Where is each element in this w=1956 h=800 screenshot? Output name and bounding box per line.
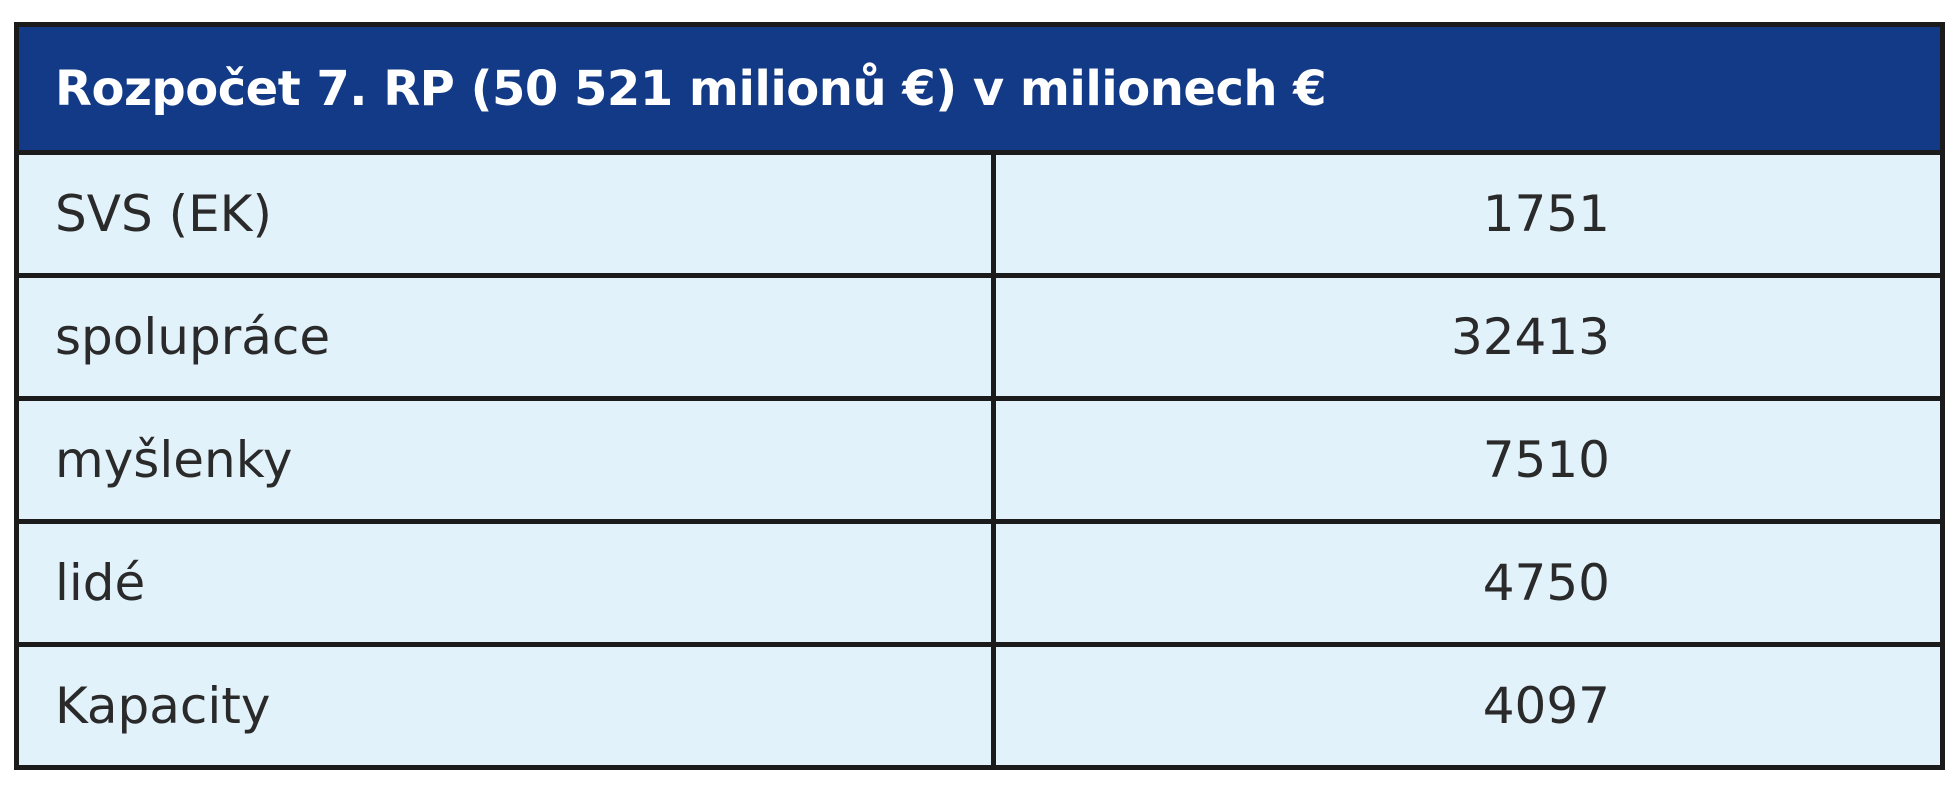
- row-label: lidé: [16, 519, 996, 645]
- row-value: 4097: [993, 642, 1943, 768]
- table-row: Kapacity 4097: [16, 642, 1943, 768]
- row-value: 1751: [993, 152, 1943, 276]
- row-label: Kapacity: [16, 642, 996, 768]
- row-label: SVS (EK): [16, 152, 996, 276]
- table-row: SVS (EK) 1751: [16, 152, 1943, 276]
- table-header: Rozpočet 7. RP (50 521 milionů €) v mili…: [16, 24, 1943, 155]
- table-row: myšlenky 7510: [16, 396, 1943, 522]
- row-value: 32413: [993, 273, 1943, 399]
- row-label: spolupráce: [16, 273, 996, 399]
- table-header-row: Rozpočet 7. RP (50 521 milionů €) v mili…: [16, 24, 1943, 155]
- row-value: 4750: [993, 519, 1943, 645]
- table-row: spolupráce 32413: [16, 273, 1943, 399]
- row-label: myšlenky: [16, 396, 996, 522]
- table-row: lidé 4750: [16, 519, 1943, 645]
- budget-table: Rozpočet 7. RP (50 521 milionů €) v mili…: [14, 22, 1945, 770]
- row-value: 7510: [993, 396, 1943, 522]
